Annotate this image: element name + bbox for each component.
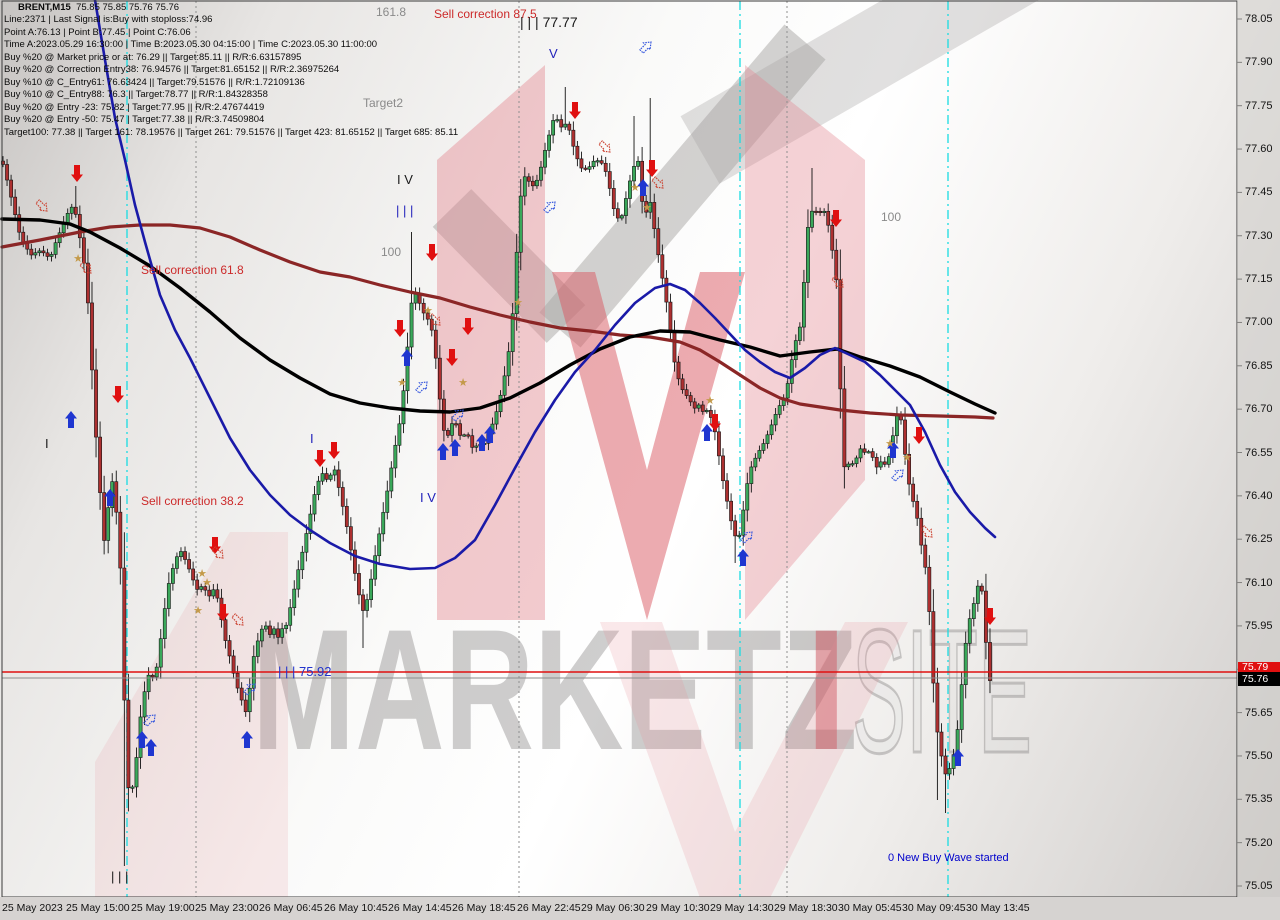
buy-arrow-icon <box>104 489 116 506</box>
indicator-info-line: Buy %20 @ Correction Entry38: 76.94576 |… <box>4 64 340 76</box>
star-icon: ★ <box>197 567 207 580</box>
buy-signal-outline-icon <box>243 683 256 696</box>
sell-arrow-icon <box>462 318 474 335</box>
buy-arrow-icon <box>145 739 157 756</box>
sell-arrow-icon <box>830 210 842 227</box>
star-icon: ★ <box>423 304 433 317</box>
indicator-info-line: Buy %20 @ Entry -23: 75.82 | Target:77.9… <box>4 101 265 113</box>
sell-arrow-icon <box>328 442 340 459</box>
sell-arrow-icon <box>646 160 658 177</box>
indicator-info-line: Time A:2023.05.29 16:30:00 | Time B:2023… <box>4 39 378 51</box>
sell-arrow-icon <box>709 414 721 431</box>
sell-signal-outline-icon <box>211 546 224 559</box>
sell-signal-outline-icon <box>831 275 844 288</box>
buy-arrow-icon <box>484 426 496 443</box>
indicator-info-line: Line:2371 | Last Signal is:Buy with stop… <box>4 14 213 26</box>
price-axis-strip[interactable] <box>1237 0 1280 897</box>
buy-signal-outline-icon <box>740 531 753 544</box>
buy-arrow-icon <box>136 731 148 748</box>
sell-signal-outline-icon <box>79 261 92 274</box>
buy-signal-outline-icon <box>415 381 428 394</box>
buy-arrow-icon <box>887 441 899 458</box>
star-icon: ★ <box>458 376 468 389</box>
time-axis-strip[interactable] <box>0 897 1280 920</box>
indicator-info-line: Buy %10 @ C_Entry88: 76.3 || Target:78.7… <box>4 89 268 101</box>
star-icon: ★ <box>397 376 407 389</box>
moving-averages <box>0 0 997 571</box>
buy-arrow-icon <box>701 424 713 441</box>
sell-arrow-icon <box>984 608 996 625</box>
buy-arrow-icon <box>437 443 449 460</box>
sell-signal-outline-icon <box>231 613 244 626</box>
indicator-info-line: Buy %20 @ Market price or at: 76.29 || T… <box>4 51 302 63</box>
sell-arrow-icon <box>913 427 925 444</box>
sell-arrow-icon <box>112 386 124 403</box>
indicator-info-line: Point A:76.13 | Point B:77.45 | Point C:… <box>4 26 191 38</box>
buy-arrow-icon <box>476 434 488 451</box>
sell-arrow-icon <box>217 604 229 621</box>
star-icon: ★ <box>513 296 523 309</box>
ma-long-maroon <box>0 223 995 420</box>
chart-title-line: BRENT,M15 75.85 75.85 75.76 75.76 <box>4 2 458 14</box>
buy-arrow-icon <box>241 731 253 748</box>
buy-signal-outline-icon <box>451 409 464 422</box>
signal-markers: ★★★★★★★★★★★★★ <box>35 41 996 766</box>
indicator-info-line: Buy %10 @ C_Entry61: 76.63424 || Target:… <box>4 76 305 88</box>
sell-signal-outline-icon <box>35 199 48 212</box>
horizontal-lines <box>2 671 1237 679</box>
sell-signal-outline-icon <box>920 525 933 538</box>
sell-signal-outline-icon <box>428 313 441 326</box>
star-icon: ★ <box>642 201 652 214</box>
ohlc-quotes: 75.85 75.85 75.76 75.76 <box>76 2 180 13</box>
sell-arrow-icon <box>569 102 581 119</box>
sell-arrow-icon <box>394 320 406 337</box>
star-icon: ★ <box>885 437 895 450</box>
indicator-info-line: Buy %20 @ Entry -50: 75.47 | Target:77.3… <box>4 114 265 126</box>
star-icon: ★ <box>73 252 83 265</box>
star-icon: ★ <box>202 576 212 589</box>
sell-arrow-icon <box>314 450 326 467</box>
sell-signal-outline-icon <box>651 176 664 189</box>
sell-arrow-icon <box>426 244 438 261</box>
buy-arrow-icon <box>449 439 461 456</box>
buy-signal-outline-icon <box>891 469 904 482</box>
sell-arrow-icon <box>446 349 458 366</box>
watermark-logo-shapes <box>95 0 1039 898</box>
indicator-info-line: Target100: 77.38 || Target 161: 78.19576… <box>4 126 459 138</box>
buy-arrow-icon <box>65 411 77 428</box>
star-icon: ★ <box>705 394 715 407</box>
buy-signal-outline-icon <box>543 201 556 214</box>
star-icon: ★ <box>630 181 640 194</box>
sell-signal-outline-icon <box>598 140 611 153</box>
buy-arrow-icon <box>401 349 413 366</box>
buy-signal-outline-icon <box>143 714 156 727</box>
buy-arrow-icon <box>737 549 749 566</box>
sell-arrow-icon <box>71 165 83 182</box>
indicator-info-block: BRENT,M15 75.85 75.85 75.76 75.76 Line:2… <box>4 2 458 139</box>
ma-fast-blue <box>93 0 997 571</box>
buy-signal-outline-icon <box>639 41 652 54</box>
buy-arrow-icon <box>952 749 964 766</box>
candles <box>1 87 992 866</box>
star-icon: ★ <box>193 604 203 617</box>
buy-arrow-icon <box>637 179 649 196</box>
symbol-timeframe: BRENT,M15 <box>18 2 71 13</box>
star-icon: ★ <box>902 451 912 464</box>
